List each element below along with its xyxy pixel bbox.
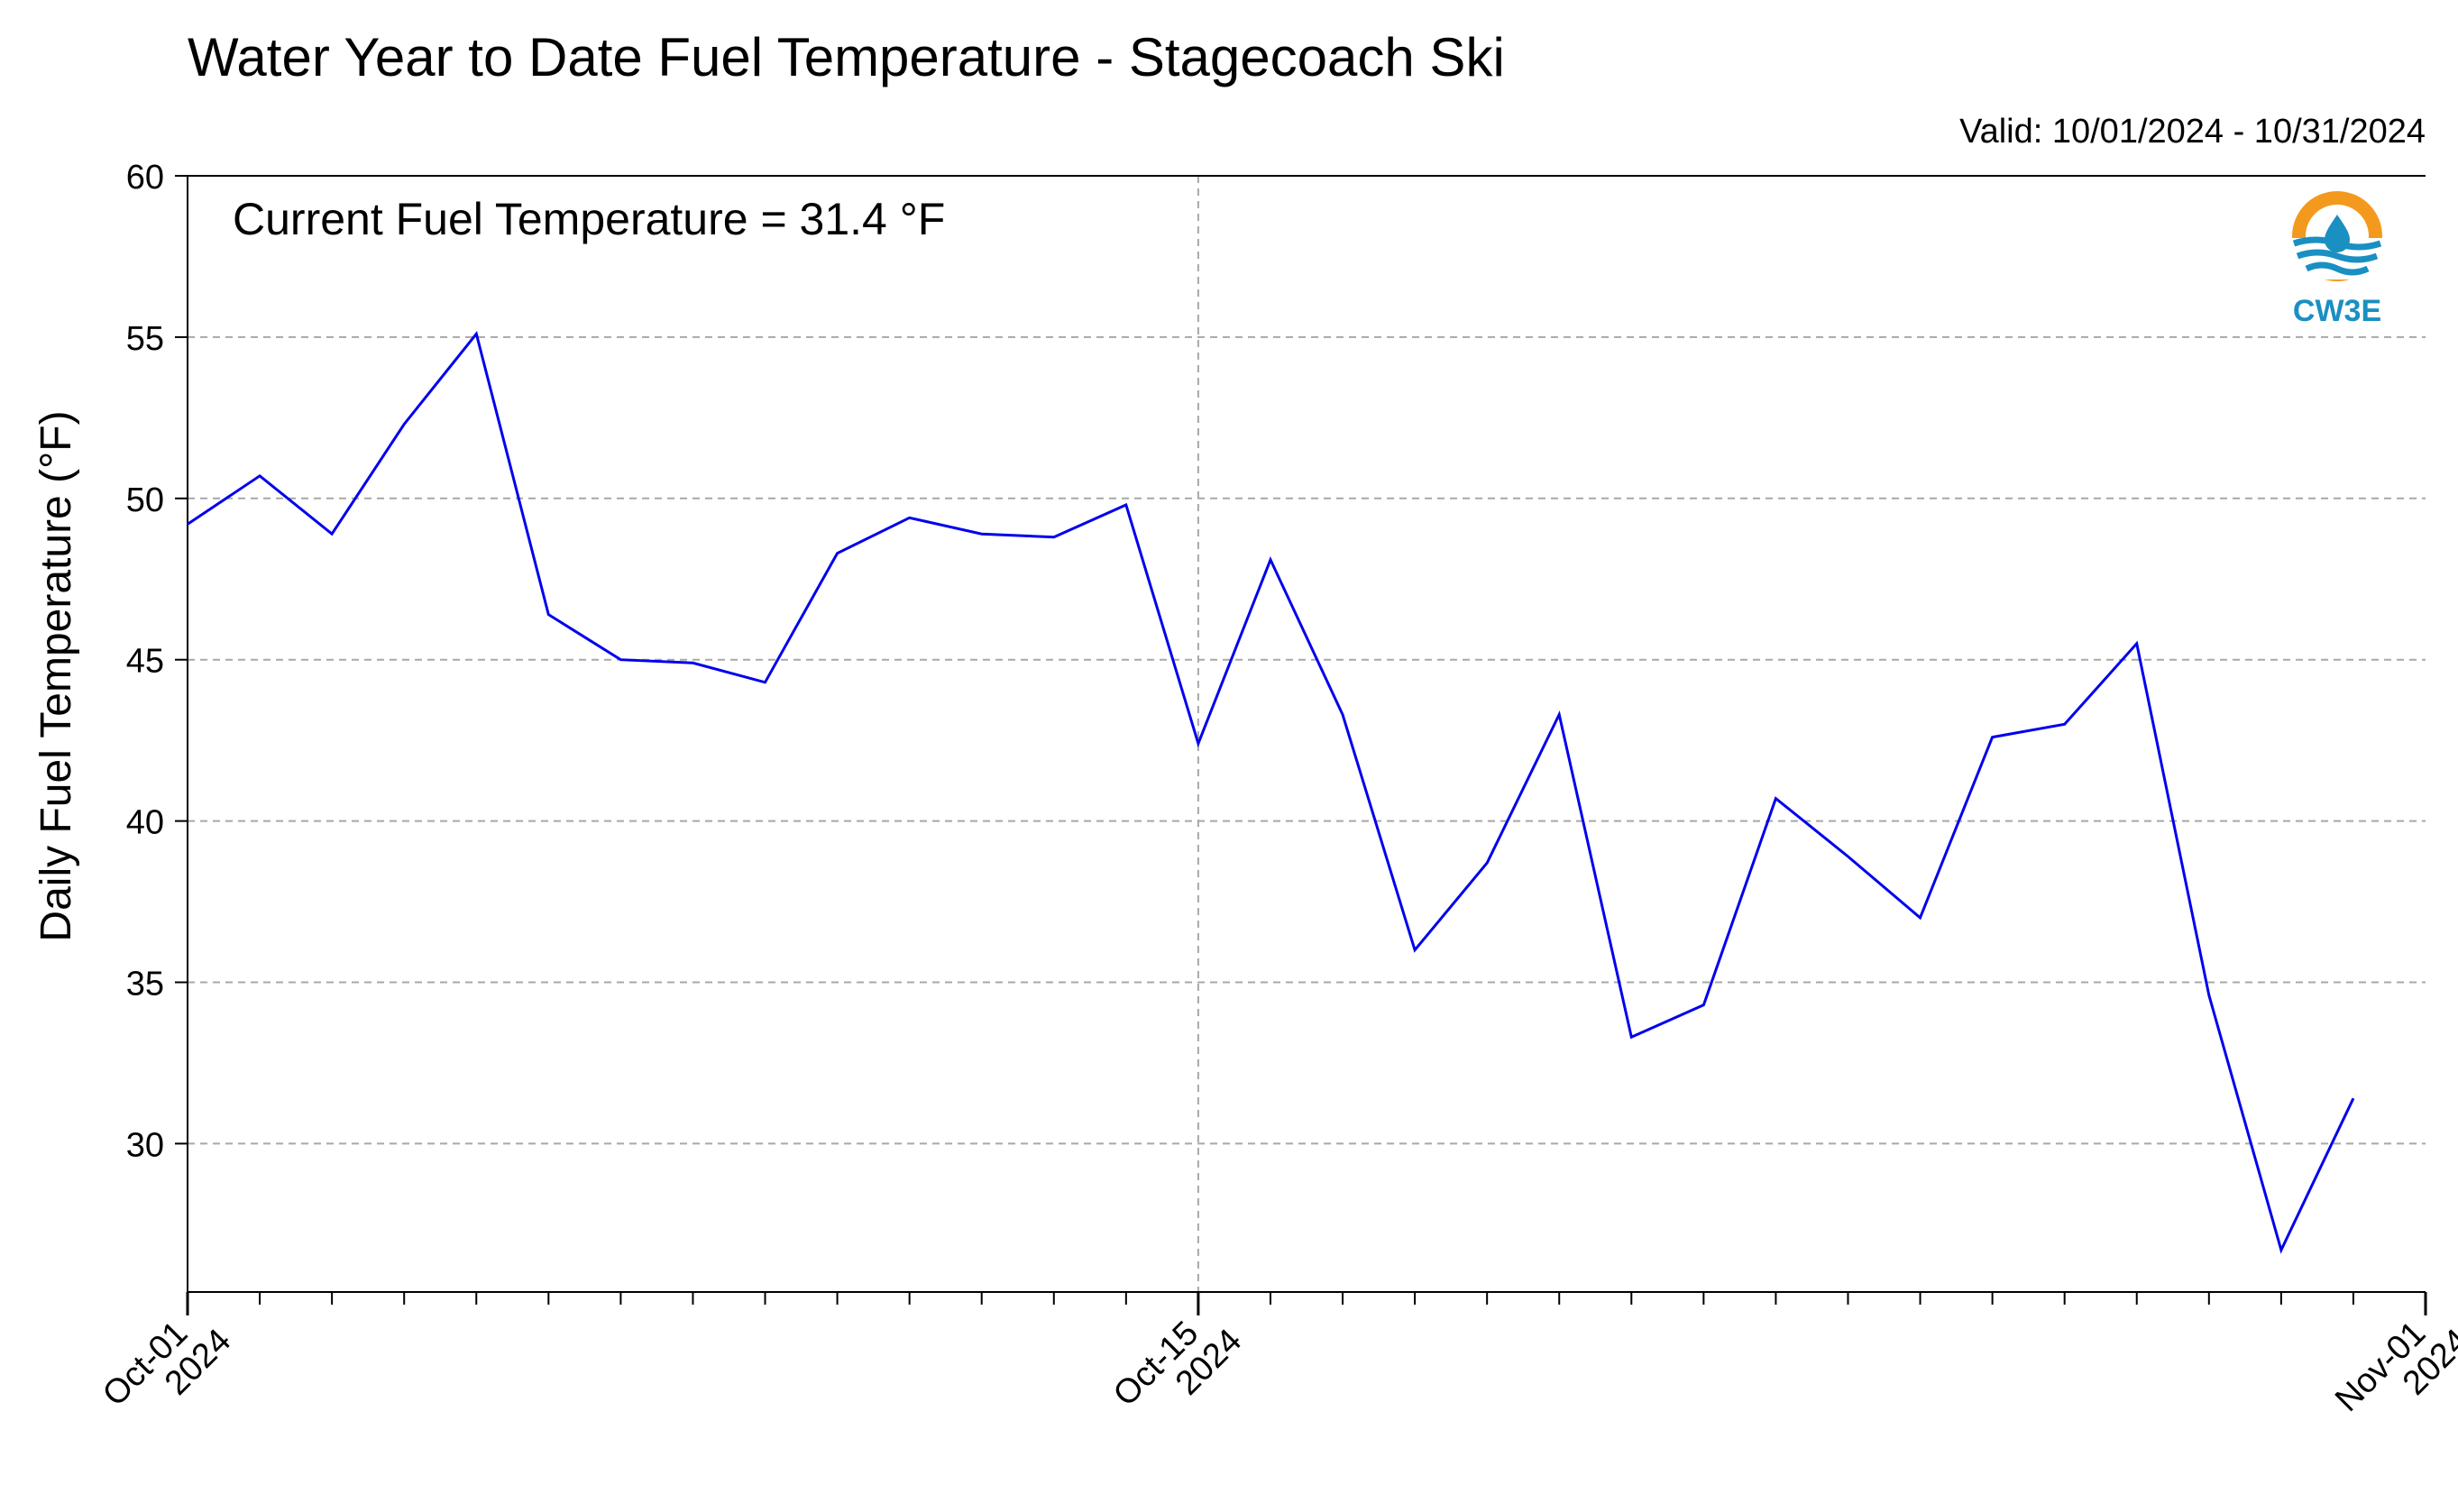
grid-lines	[188, 176, 2426, 1292]
x-tick-label: Oct-012024	[96, 1297, 238, 1439]
plot-frame	[187, 175, 2426, 1293]
data-point	[1414, 949, 1416, 951]
data-point	[981, 533, 983, 535]
data-series	[187, 331, 2355, 1254]
chart-title: Water Year to Date Fuel Temperature - St…	[188, 27, 1505, 87]
data-point	[2064, 723, 2066, 725]
data-point	[619, 659, 621, 661]
data-point	[2208, 994, 2210, 996]
data-point	[837, 553, 839, 554]
x-tick-label: Oct-152024	[1106, 1297, 1249, 1439]
data-point	[1775, 798, 1776, 800]
y-axis: 30 35 40 45 50 55 60	[126, 159, 188, 1164]
data-point	[1630, 1036, 1632, 1038]
data-point	[1486, 862, 1488, 864]
data-point	[2136, 643, 2138, 645]
data-point	[765, 682, 766, 683]
data-point	[259, 475, 261, 477]
y-tick-label: 40	[126, 804, 164, 842]
data-point	[1342, 714, 1344, 716]
y-tick-label: 60	[126, 159, 164, 197]
y-tick-label: 45	[126, 643, 164, 681]
data-point	[1053, 536, 1055, 538]
chart-subtitle: Valid: 10/01/2024 - 10/31/2024	[1959, 113, 2426, 151]
x-tick-label: Nov-012024	[2328, 1297, 2458, 1444]
current-value-annotation: Current Fuel Temperature = 31.4 °F	[233, 194, 945, 244]
y-tick-label: 55	[126, 320, 164, 358]
data-point	[331, 533, 333, 535]
y-axis-label: Daily Fuel Temperature (°F)	[32, 410, 80, 941]
data-point	[1920, 917, 1921, 919]
data-point	[2280, 1249, 2282, 1251]
data-point	[1558, 714, 1560, 716]
y-tick-label: 30	[126, 1126, 164, 1164]
x-axis: Oct-012024 Oct-152024 Nov-012024	[96, 1292, 2458, 1444]
y-tick-label: 35	[126, 966, 164, 1003]
data-point	[1992, 737, 1994, 738]
logo-text: CW3E	[2293, 294, 2381, 328]
data-point	[692, 662, 693, 664]
logo-wave-3	[2305, 261, 2370, 276]
data-point	[1125, 504, 1127, 506]
logo-drop-icon	[2325, 215, 2350, 252]
data-point	[1702, 1004, 1704, 1006]
y-tick-label: 50	[126, 481, 164, 519]
data-point	[1197, 743, 1199, 745]
temperature-line	[187, 331, 2355, 1254]
logo-wave-2	[2296, 249, 2379, 263]
data-point	[403, 424, 405, 426]
data-point	[547, 614, 549, 616]
cw3e-logo: CW3E	[2290, 191, 2384, 328]
